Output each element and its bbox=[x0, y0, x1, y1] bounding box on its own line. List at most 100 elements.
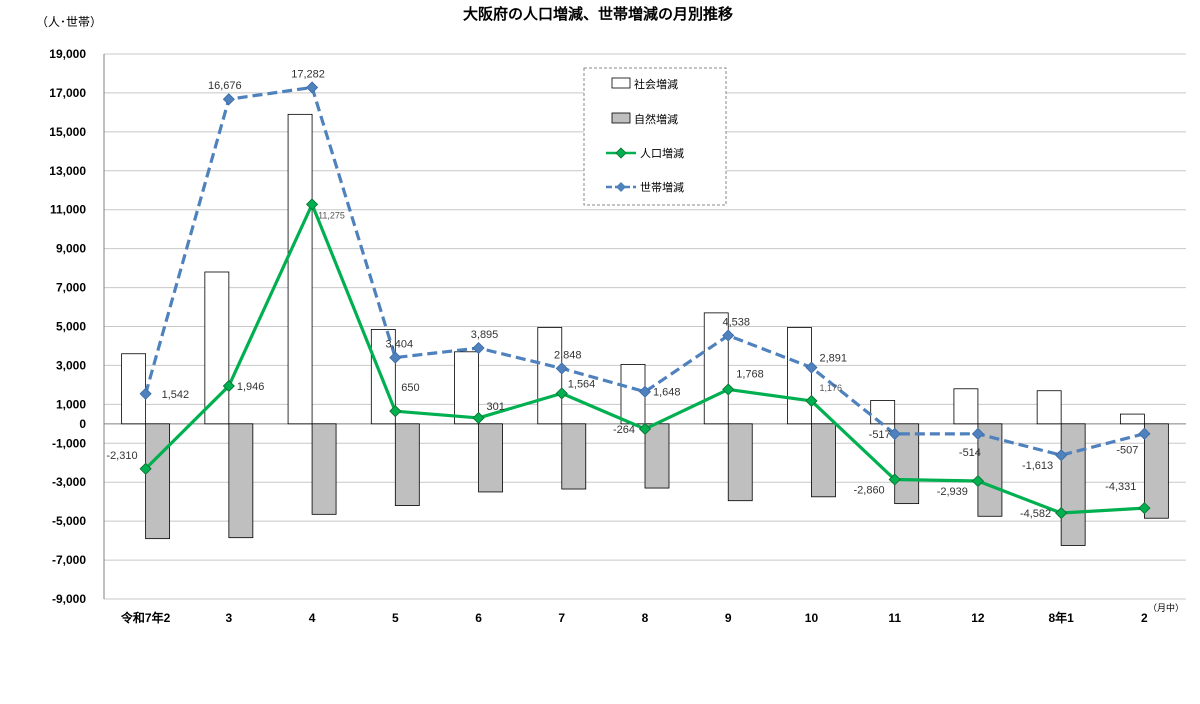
marker-household bbox=[472, 341, 485, 355]
marker-household bbox=[971, 427, 984, 440]
y-tick-label: 19,000 bbox=[49, 47, 86, 61]
marker-population bbox=[1138, 502, 1151, 515]
data-label-population: -2,310 bbox=[106, 450, 137, 462]
x-axis: 令和7年2 3 4 5 6 7 8 9 10 11 12 8年1 2 bbox=[120, 610, 1148, 625]
marker-household bbox=[555, 362, 568, 375]
bar-social bbox=[1036, 390, 1062, 425]
bar-natural bbox=[145, 423, 171, 540]
marker-population bbox=[805, 394, 818, 407]
bar-social bbox=[454, 351, 479, 425]
bars bbox=[121, 113, 1169, 546]
chart-title: 大阪府の人口増減、世帯増減の月別推移 bbox=[463, 5, 733, 23]
marker-population bbox=[472, 411, 485, 425]
bar-social bbox=[537, 327, 563, 425]
marker-population bbox=[888, 473, 901, 486]
bar-social bbox=[204, 271, 230, 425]
bar-natural bbox=[1143, 423, 1169, 519]
marker-household bbox=[1055, 449, 1068, 462]
x-tick-label: 5 bbox=[392, 611, 399, 625]
y-tick-label: 0 bbox=[79, 417, 86, 431]
marker-household bbox=[389, 351, 402, 364]
bar-social bbox=[287, 113, 313, 425]
bar-natural bbox=[727, 423, 753, 502]
x-tick-label: 12 bbox=[971, 611, 985, 625]
y-axis: 19,000 17,000 15,000 13,000 11,000 9,000 7,000… bbox=[49, 47, 105, 606]
bar-natural bbox=[1060, 423, 1086, 546]
data-label-household: -514 bbox=[959, 447, 981, 459]
legend-swatch-natural bbox=[611, 112, 631, 124]
bar-natural bbox=[394, 423, 420, 506]
y-tick-label: -7,000 bbox=[52, 553, 86, 567]
marker-household bbox=[888, 427, 901, 440]
bar-natural bbox=[561, 423, 587, 490]
bar-natural bbox=[311, 423, 337, 515]
marker-household bbox=[222, 93, 235, 106]
data-label-population: 1,946 bbox=[237, 381, 265, 393]
marker-population bbox=[389, 405, 402, 418]
x-tick-label: 3 bbox=[226, 611, 233, 625]
y-tick-label: -9,000 bbox=[52, 592, 86, 606]
marker-population bbox=[722, 383, 735, 396]
legend-marker-population bbox=[615, 147, 627, 159]
legend-marker-household bbox=[616, 182, 626, 192]
y-tick-label: 13,000 bbox=[49, 164, 86, 178]
data-label-household: 4,538 bbox=[722, 316, 750, 328]
bar-social bbox=[121, 353, 147, 425]
marker-population bbox=[139, 462, 152, 475]
marker-household bbox=[805, 361, 818, 374]
data-label-household: -507 bbox=[1116, 445, 1138, 457]
x-tick-label: 8 bbox=[642, 611, 649, 625]
bar-social bbox=[703, 312, 729, 425]
x-tick-label: 9 bbox=[725, 611, 732, 625]
marker-household bbox=[722, 329, 735, 342]
data-label-population: -264 bbox=[613, 424, 635, 436]
legend-swatch-social bbox=[611, 77, 631, 89]
marker-household bbox=[139, 387, 152, 400]
y-tick-label: 15,000 bbox=[49, 125, 86, 139]
data-label-population: 1,564 bbox=[568, 378, 596, 390]
data-label-population: 1,768 bbox=[736, 368, 764, 380]
data-label-population: -4,582 bbox=[1020, 508, 1051, 520]
y-tick-label: -5,000 bbox=[52, 514, 86, 528]
marker-population bbox=[971, 474, 984, 488]
data-label-household: 17,282 bbox=[291, 68, 325, 80]
bar-social bbox=[870, 400, 896, 425]
data-label-household: 1,542 bbox=[162, 389, 190, 401]
data-label-household: 2,891 bbox=[819, 353, 847, 365]
data-label-household: -517 bbox=[869, 429, 891, 441]
bar-natural bbox=[894, 423, 920, 505]
y-tick-label: 3,000 bbox=[56, 358, 86, 372]
x-tick-label: 4 bbox=[309, 611, 316, 625]
lines bbox=[139, 81, 1151, 520]
y-tick-label: 7,000 bbox=[56, 281, 86, 295]
data-label-population: -4,331 bbox=[1105, 481, 1136, 493]
data-label-household: 1,648 bbox=[653, 387, 681, 399]
y-unit-label: （人･世帯） bbox=[36, 15, 102, 29]
x-tick-label: 8年1 bbox=[1048, 610, 1074, 625]
marker-household bbox=[1138, 427, 1151, 440]
marker-population bbox=[555, 387, 568, 400]
data-label-household: 16,676 bbox=[208, 80, 242, 92]
bar-natural bbox=[478, 423, 503, 493]
legend-label-household: 世帯増減 bbox=[640, 180, 684, 194]
marker-population bbox=[638, 422, 652, 436]
bar-social bbox=[620, 364, 646, 425]
y-tick-label: 5,000 bbox=[56, 320, 86, 334]
x-tick-label: 7 bbox=[558, 611, 565, 625]
x-unit-label: （月中） bbox=[1148, 602, 1184, 614]
y-tick-label: 1,000 bbox=[56, 397, 86, 411]
legend: 社会増減 自然増減 人口増減 世帯増減 bbox=[583, 67, 727, 206]
legend-label-natural: 自然増減 bbox=[634, 112, 678, 126]
data-label-population: 650 bbox=[401, 382, 419, 394]
marker-population bbox=[222, 379, 235, 393]
y-tick-label: 17,000 bbox=[49, 86, 86, 100]
bar-social bbox=[787, 327, 812, 425]
data-label-household: 3,404 bbox=[386, 339, 414, 351]
y-tick-label: 9,000 bbox=[56, 242, 86, 256]
data-label-population: 301 bbox=[487, 401, 505, 413]
marker-household bbox=[306, 81, 319, 94]
marker-population bbox=[306, 198, 319, 211]
bar-social bbox=[1119, 413, 1145, 425]
x-tick-label: 10 bbox=[805, 611, 819, 625]
